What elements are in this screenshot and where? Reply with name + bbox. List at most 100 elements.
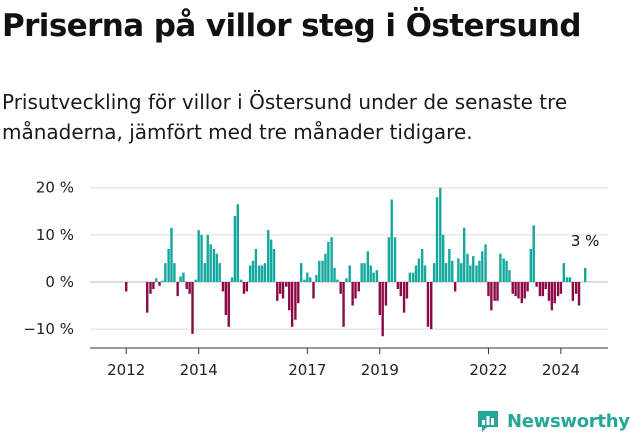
bar bbox=[209, 244, 212, 282]
bar bbox=[179, 276, 182, 282]
bar bbox=[281, 282, 285, 299]
bar bbox=[523, 282, 526, 299]
bar bbox=[354, 282, 357, 299]
bar bbox=[571, 282, 575, 301]
bar bbox=[547, 282, 551, 301]
bar bbox=[472, 256, 475, 282]
bar bbox=[164, 263, 167, 282]
bar bbox=[541, 282, 544, 297]
bar bbox=[544, 282, 547, 290]
bar bbox=[339, 282, 342, 294]
bar bbox=[269, 239, 273, 282]
bar bbox=[206, 234, 209, 282]
bar bbox=[502, 258, 505, 282]
bar bbox=[562, 263, 566, 282]
x-tick-label: 2017 bbox=[288, 361, 326, 379]
bar bbox=[457, 258, 460, 282]
bar bbox=[405, 282, 409, 299]
bar bbox=[526, 282, 529, 292]
x-tick-label: 2022 bbox=[469, 361, 507, 379]
x-axis-ticks: 2012 2014 2017 2019 2022 2024 bbox=[107, 348, 580, 379]
bar bbox=[478, 260, 481, 282]
bar bbox=[402, 282, 406, 313]
bar bbox=[559, 282, 563, 294]
bar bbox=[242, 282, 246, 294]
bar bbox=[508, 270, 511, 282]
bar bbox=[568, 277, 572, 282]
x-tick-label: 2014 bbox=[180, 361, 218, 379]
bar bbox=[375, 270, 379, 282]
bar bbox=[158, 282, 161, 286]
bar bbox=[426, 282, 430, 327]
bar bbox=[448, 249, 451, 282]
bar bbox=[297, 282, 300, 304]
bars bbox=[125, 187, 587, 337]
bar bbox=[303, 279, 306, 282]
bar bbox=[451, 260, 454, 282]
bar bbox=[212, 249, 216, 282]
bar bbox=[227, 282, 230, 327]
bar bbox=[532, 225, 535, 282]
bar bbox=[330, 237, 333, 282]
bar bbox=[309, 277, 312, 282]
bar bbox=[577, 282, 581, 306]
bar bbox=[535, 282, 538, 287]
bar bbox=[441, 234, 445, 282]
bar bbox=[396, 282, 400, 290]
bar bbox=[574, 282, 578, 294]
bar bbox=[263, 263, 267, 282]
bar bbox=[357, 282, 360, 292]
bar bbox=[553, 282, 556, 304]
bar bbox=[218, 263, 221, 282]
bar bbox=[152, 282, 155, 290]
bar bbox=[411, 272, 415, 282]
bar bbox=[173, 263, 176, 282]
bar bbox=[351, 282, 354, 306]
bar bbox=[475, 265, 478, 282]
bar bbox=[254, 249, 258, 282]
bar bbox=[321, 260, 324, 282]
bar bbox=[272, 249, 276, 282]
y-axis-ticks: 20 % 10 % 0 % −10 % bbox=[23, 179, 74, 338]
bar bbox=[490, 282, 493, 311]
bar bbox=[505, 260, 508, 282]
bar bbox=[381, 282, 384, 337]
bar bbox=[236, 204, 239, 282]
bar bbox=[285, 282, 288, 287]
bar bbox=[363, 263, 366, 282]
bar bbox=[514, 282, 517, 297]
bar bbox=[203, 263, 207, 282]
bar bbox=[224, 282, 228, 315]
bar bbox=[230, 277, 234, 282]
chart-title: Priserna på villor steg i Östersund bbox=[2, 8, 582, 44]
bar bbox=[161, 280, 164, 282]
bar bbox=[233, 216, 237, 282]
bar bbox=[336, 279, 339, 282]
bar bbox=[453, 282, 457, 292]
bar bbox=[312, 282, 315, 299]
bar bbox=[299, 263, 303, 282]
bar bbox=[360, 263, 363, 282]
bar bbox=[348, 265, 351, 282]
y-tick-label: 10 % bbox=[36, 226, 74, 244]
bar bbox=[197, 230, 200, 282]
bar bbox=[257, 265, 261, 282]
bar bbox=[239, 279, 243, 282]
bar bbox=[484, 244, 487, 282]
bar bbox=[538, 282, 542, 297]
bar bbox=[408, 272, 412, 282]
bar bbox=[185, 282, 188, 290]
bar bbox=[511, 282, 514, 294]
bar bbox=[556, 282, 560, 297]
bar bbox=[520, 282, 523, 304]
bar bbox=[423, 265, 427, 282]
bar bbox=[191, 282, 194, 334]
bar bbox=[221, 282, 225, 292]
bar bbox=[481, 251, 484, 282]
bar bbox=[469, 265, 472, 282]
bar bbox=[315, 274, 318, 282]
bar bbox=[372, 272, 375, 282]
bar bbox=[294, 282, 297, 320]
bar bbox=[369, 265, 372, 282]
x-tick-label: 2012 bbox=[107, 361, 145, 379]
